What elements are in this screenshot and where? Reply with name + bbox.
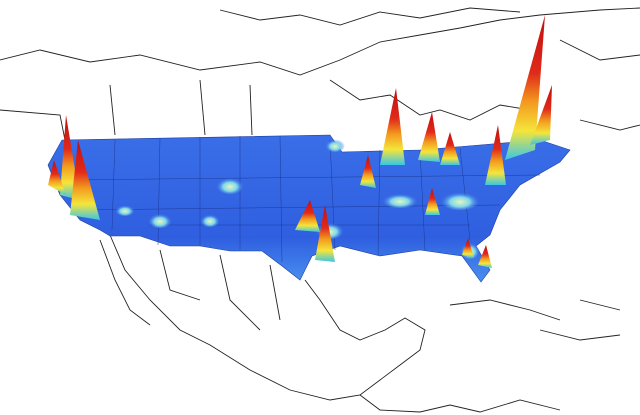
canada-outline: [0, 7, 640, 141]
spikes: [48, 15, 552, 268]
mexico-outline: [99, 234, 621, 413]
bumps: [115, 138, 480, 259]
